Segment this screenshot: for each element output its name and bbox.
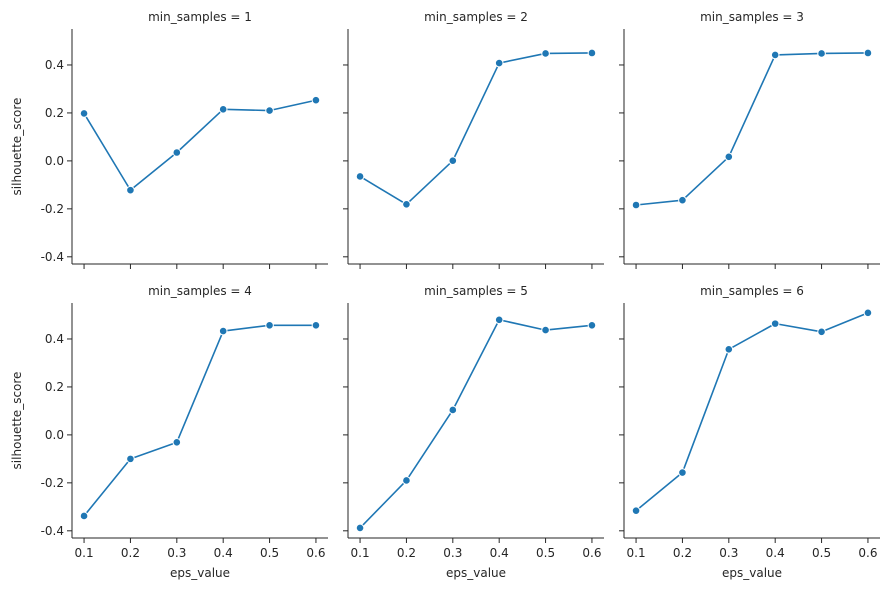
series-line [359,52,592,206]
data-point [172,438,182,447]
x-tick-label: 0.2 [397,546,416,560]
facet-title: min_samples = 3 [700,10,804,24]
x-tick-label: 0.3 [719,546,738,560]
data-point [265,321,274,330]
facet-panel-5: min_samples = 5 0.1 0.2 0.3 0.4 0.5 0.6 eps_val… [343,284,604,580]
x-tick-label: 0.1 [75,546,94,560]
x-axis-label: eps_value [170,566,230,580]
data-point [863,308,873,318]
y-tick-label: 0.4 [45,332,64,346]
data-point [79,511,89,521]
facet-title: min_samples = 5 [424,284,528,298]
series-line [635,312,869,512]
y-tick-label: -0.2 [41,202,64,216]
data-point [494,315,504,325]
data-point [126,185,135,195]
x-tick-label: 0.4 [214,546,233,560]
y-tick-label: 0.0 [45,154,64,168]
x-axis-label: eps_value [446,566,506,580]
data-point [631,200,641,210]
data-point [311,321,321,330]
facet-panel-3: min_samples = 3 [619,10,880,269]
data-point [448,405,458,415]
x-tick-label: 0.3 [167,546,186,560]
x-tick-label: 0.5 [260,546,279,560]
series-line [83,99,317,191]
data-point [126,454,135,464]
data-point [817,327,826,337]
x-tick-label: 0.6 [858,546,877,560]
series-line [635,52,868,206]
x-tick-label: 0.2 [673,546,692,560]
y-tick-label: 0.0 [45,428,64,442]
data-point [724,152,734,162]
facet-title: min_samples = 6 [700,284,804,298]
y-tick-label: 0.2 [45,380,64,394]
facet-title: min_samples = 2 [424,10,528,24]
y-tick-label: -0.4 [41,250,64,264]
data-point [311,95,321,105]
facet-title: min_samples = 4 [148,284,252,298]
x-tick-label: 0.6 [582,546,601,560]
x-tick-label: 0.2 [121,546,140,560]
data-point [770,319,780,328]
y-tick-label: 0.2 [45,106,64,120]
data-point [678,195,687,205]
x-tick-label: 0.6 [306,546,325,560]
data-point [355,523,365,533]
data-point [587,321,597,330]
data-point [724,344,734,354]
x-tick-label: 0.4 [490,546,509,560]
facet-title: min_samples = 1 [148,10,252,24]
data-point [402,199,411,209]
y-axis-label: silhouette_score [10,372,24,470]
y-axis-label: silhouette_score [10,98,24,196]
data-point [770,50,780,60]
x-tick-label: 0.3 [443,546,462,560]
data-point [402,476,411,485]
data-point [79,109,89,118]
y-tick-label: 0.4 [45,58,64,72]
y-tick-label: -0.4 [41,524,64,538]
data-point [631,506,641,515]
facet-panel-4: min_samples = 4 -0.4 -0.2 0.0 0.2 0.4 0.1 0.2 0.… [10,284,328,580]
data-point [265,106,274,115]
facet-panel-1: min_samples = 1 -0.4 -0.2 0.0 0.2 0.4 silhouet… [10,10,328,269]
x-tick-label: 0.5 [812,546,831,560]
data-point [218,105,228,114]
data-point [448,156,458,165]
series-line [83,324,316,517]
data-point [678,468,687,477]
data-point [218,326,228,336]
series-line [359,318,593,529]
data-point [587,48,597,58]
facet-panel-2: min_samples = 2 [343,10,604,269]
data-point [541,49,550,58]
data-point [863,48,873,58]
x-tick-label: 0.5 [536,546,555,560]
data-point [817,49,826,58]
data-point [172,148,182,157]
y-tick-label: -0.2 [41,476,64,490]
x-tick-label: 0.4 [766,546,785,560]
x-tick-label: 0.1 [627,546,646,560]
x-tick-label: 0.1 [351,546,370,560]
facet-panel-6: min_samples = 6 0.1 0.2 0.3 0.4 0.5 0.6 eps_val… [619,284,880,580]
data-point [494,58,504,68]
data-point [355,172,365,181]
data-point [541,325,550,335]
x-axis-label: eps_value [722,566,782,580]
